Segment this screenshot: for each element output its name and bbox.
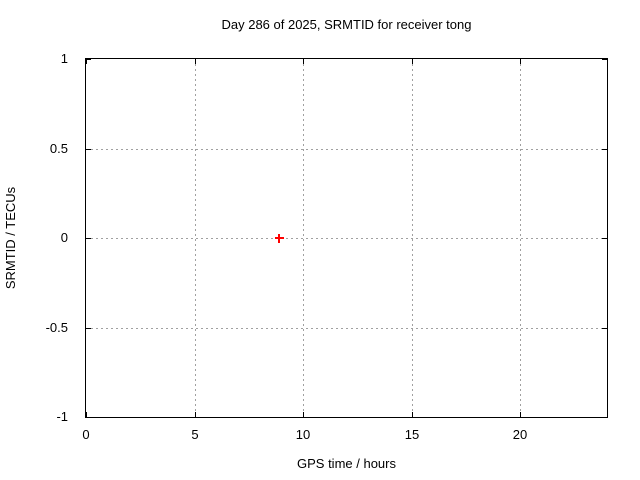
x-tick-mark: [412, 59, 413, 64]
y-tick-label: -0.5: [45, 320, 68, 335]
y-tick-label: 1: [60, 51, 68, 66]
x-tick-mark: [303, 59, 304, 64]
y-gridline: [86, 328, 607, 329]
plot-area: [85, 58, 608, 418]
x-tick-mark: [195, 412, 196, 417]
x-tick-mark: [86, 59, 87, 64]
x-tick-mark: [412, 412, 413, 417]
x-tick-label: 20: [512, 427, 528, 442]
y-tick-mark: [602, 238, 607, 239]
x-tick-label: 15: [404, 427, 420, 442]
x-tick-label: 10: [295, 427, 311, 442]
y-tick-mark: [86, 238, 91, 239]
y-tick-label: 0.5: [49, 141, 68, 156]
data-point-marker: [278, 234, 280, 243]
x-tick-mark: [86, 412, 87, 417]
y-tick-mark: [86, 417, 91, 418]
y-tick-mark: [602, 59, 607, 60]
x-tick-mark: [520, 59, 521, 64]
y-tick-mark: [602, 149, 607, 150]
y-tick-mark: [86, 328, 91, 329]
chart-title: Day 286 of 2025, SRMTID for receiver ton…: [221, 17, 472, 32]
y-gridline: [86, 149, 607, 150]
y-tick-mark: [86, 59, 91, 60]
y-tick-mark: [602, 417, 607, 418]
y-gridline: [86, 238, 607, 239]
x-tick-label: 0: [82, 427, 90, 442]
x-tick-mark: [303, 412, 304, 417]
y-tick-label: -1: [56, 409, 68, 424]
y-tick-mark: [602, 328, 607, 329]
x-tick-mark: [520, 412, 521, 417]
x-axis-label: GPS time / hours: [297, 456, 396, 471]
y-tick-mark: [86, 149, 91, 150]
y-tick-label: 0: [60, 230, 68, 245]
x-tick-label: 5: [191, 427, 199, 442]
x-tick-mark: [195, 59, 196, 64]
